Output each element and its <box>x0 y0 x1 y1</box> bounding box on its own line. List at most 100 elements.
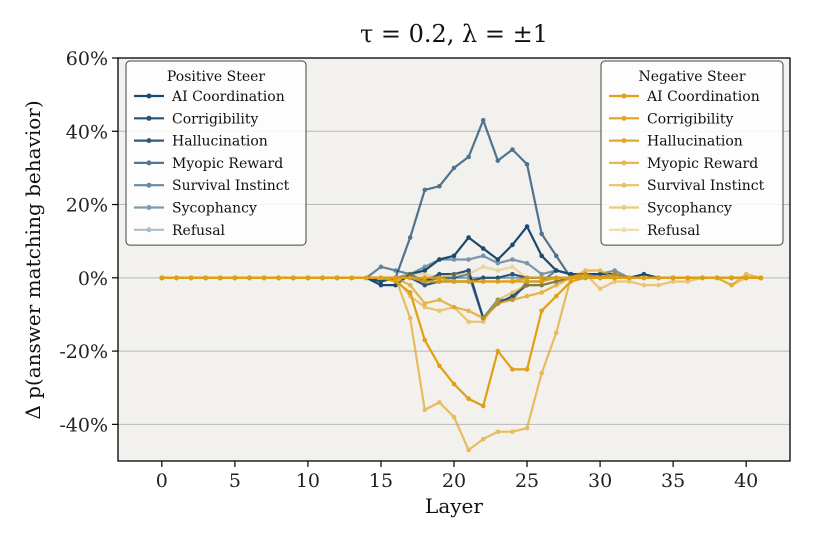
data-point <box>466 154 471 160</box>
data-point <box>261 275 267 281</box>
legend-positive-steer: Positive Steer AI Coordination Corrigibili… <box>125 60 307 246</box>
data-point <box>437 308 442 314</box>
data-point <box>641 271 647 277</box>
data-point <box>466 447 471 453</box>
data-point <box>583 268 588 273</box>
legend-title: Positive Steer <box>167 69 265 85</box>
data-point <box>553 293 559 299</box>
data-point <box>378 282 384 288</box>
y-axis-label: Δ p(answer matching behavior) <box>21 100 45 419</box>
data-point <box>320 275 325 281</box>
legend-swatch <box>609 160 639 166</box>
data-point <box>495 275 501 281</box>
data-point <box>539 231 544 237</box>
data-point <box>510 279 515 284</box>
data-point <box>480 264 486 270</box>
data-point <box>451 414 457 420</box>
data-point <box>437 275 442 281</box>
legend-label: Survival Instinct <box>647 178 765 194</box>
data-point <box>568 275 574 281</box>
y-tick-label: 20% <box>66 195 108 217</box>
data-point <box>393 275 398 281</box>
data-point <box>510 367 515 372</box>
data-point <box>466 235 471 240</box>
data-point <box>422 275 428 281</box>
data-point <box>261 275 267 281</box>
data-point <box>480 319 486 325</box>
data-point <box>553 275 559 281</box>
legend-label: Survival Instinct <box>172 178 290 194</box>
data-point <box>510 147 515 152</box>
data-point <box>553 268 559 273</box>
legend-entry: Hallucination <box>134 134 268 150</box>
data-point <box>276 275 281 281</box>
data-point <box>656 282 661 288</box>
data-point <box>480 279 486 284</box>
data-point <box>758 275 764 281</box>
data-point <box>466 308 471 314</box>
legend-swatch <box>609 227 639 233</box>
data-point <box>334 275 340 281</box>
data-point <box>422 264 428 270</box>
data-point <box>583 271 588 277</box>
legend-label: Sycophancy <box>647 201 732 217</box>
legend-label: Refusal <box>647 223 701 239</box>
data-point <box>597 275 603 281</box>
data-point <box>407 271 413 277</box>
data-point <box>714 275 720 281</box>
data-point <box>612 271 617 277</box>
data-point <box>524 275 530 281</box>
data-point <box>524 161 530 167</box>
data-point <box>597 275 603 281</box>
data-point <box>247 275 252 281</box>
data-point <box>480 275 486 281</box>
data-point <box>656 275 661 281</box>
series-layer <box>159 117 764 453</box>
data-point <box>451 275 457 281</box>
data-point <box>480 403 486 409</box>
x-axis-label: Layer <box>425 494 483 518</box>
data-point <box>247 275 252 281</box>
legend-box <box>125 60 307 246</box>
data-point <box>451 271 457 277</box>
x-tick-label: 30 <box>588 470 612 492</box>
data-point <box>597 268 603 273</box>
data-point <box>217 275 223 281</box>
data-point <box>407 315 413 321</box>
x-tick-label: 35 <box>661 470 685 492</box>
data-point <box>627 279 632 284</box>
legend-swatch <box>134 205 164 210</box>
data-point <box>612 279 617 284</box>
data-point <box>539 290 544 295</box>
data-point <box>466 268 471 273</box>
data-point <box>743 271 749 277</box>
data-point <box>466 271 471 277</box>
series-line <box>161 265 761 279</box>
data-point <box>495 279 501 284</box>
data-point <box>378 275 384 281</box>
data-point <box>670 279 676 284</box>
data-point <box>466 257 471 262</box>
data-point <box>422 337 428 343</box>
data-point <box>539 275 544 281</box>
data-point <box>641 275 647 281</box>
x-tick-label: 0 <box>156 470 168 492</box>
legend-swatch <box>134 115 164 121</box>
data-point <box>553 253 559 259</box>
data-point <box>510 297 515 303</box>
x-tick-label: 10 <box>296 470 320 492</box>
data-point <box>685 275 691 281</box>
data-point <box>437 257 442 262</box>
data-point <box>203 275 208 281</box>
legend-entry: Corrigibility <box>134 111 258 127</box>
data-point <box>670 275 676 281</box>
data-point <box>437 275 442 281</box>
data-point <box>451 279 457 284</box>
legend-swatch <box>134 182 164 188</box>
legend-entry: Survival Instinct <box>134 178 290 194</box>
data-point <box>495 158 501 163</box>
data-point <box>597 271 603 277</box>
data-point <box>597 286 603 292</box>
data-point <box>612 275 617 281</box>
